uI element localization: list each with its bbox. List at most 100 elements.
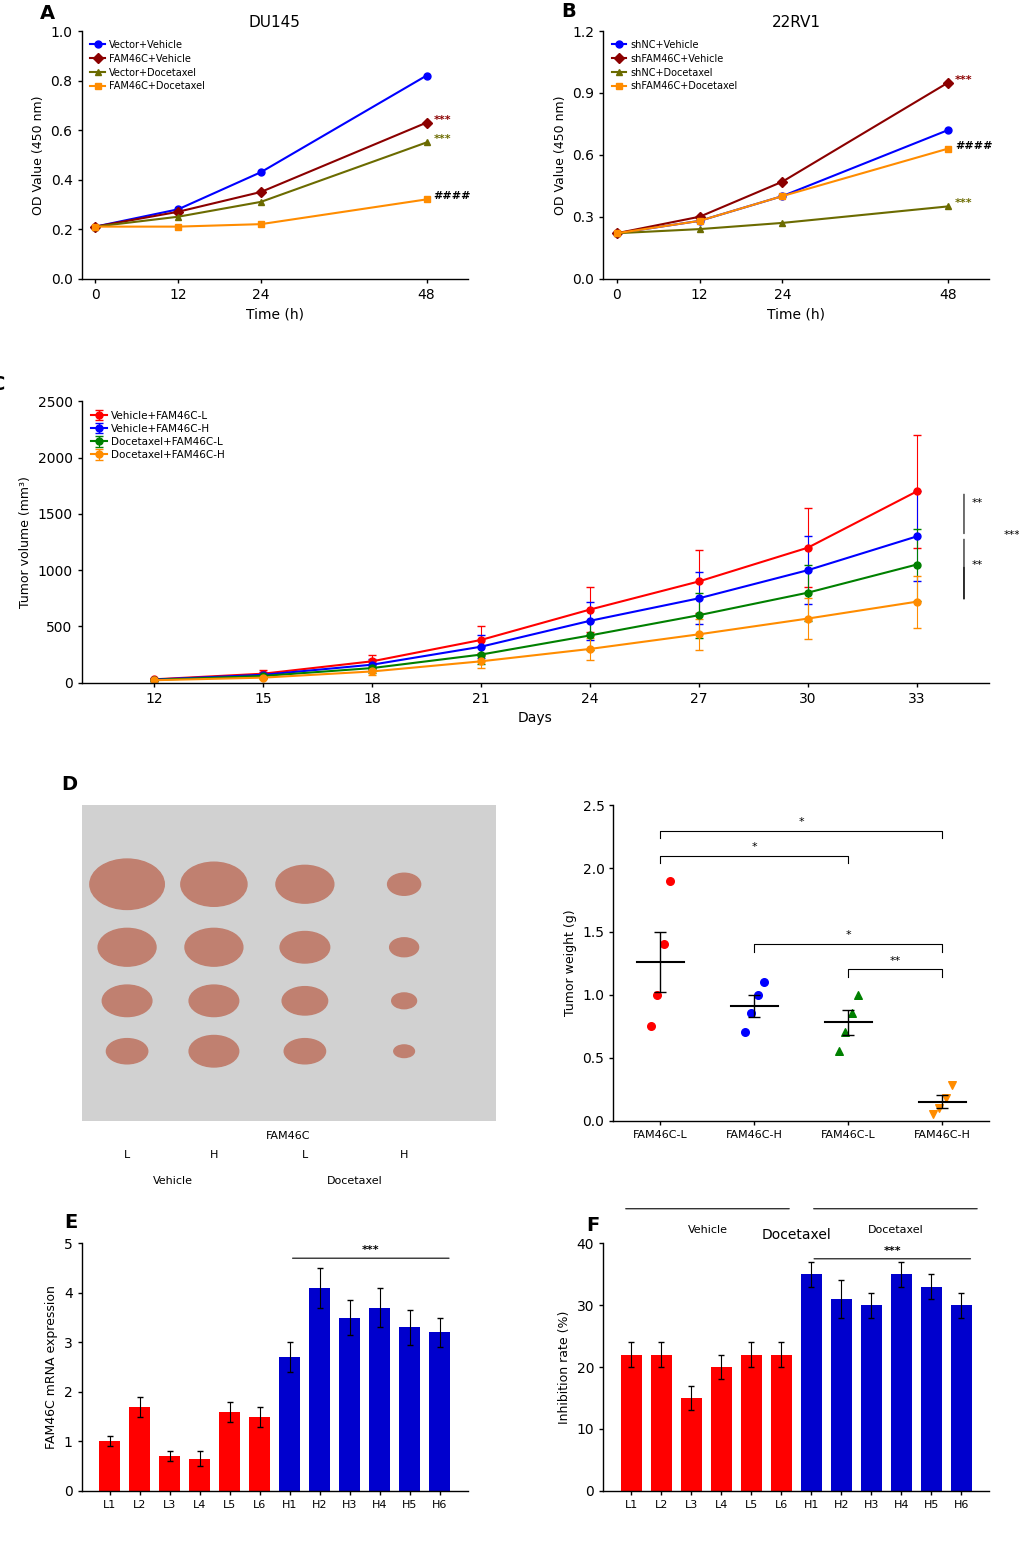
Bar xyxy=(800,1275,821,1491)
Text: *: * xyxy=(751,842,756,853)
Bar xyxy=(99,1441,120,1491)
FAM46C+Vehicle xyxy=(255,183,267,202)
Line: FAM46C+Docetaxel: FAM46C+Docetaxel xyxy=(92,196,430,230)
Point xyxy=(755,969,771,994)
Vector+Docetaxel xyxy=(420,134,432,152)
Line: Vector+Vehicle: Vector+Vehicle xyxy=(92,71,430,230)
Legend: shNC+Vehicle, shFAM46C+Vehicle, shNC+Docetaxel, shFAM46C+Docetaxel: shNC+Vehicle, shFAM46C+Vehicle, shNC+Doc… xyxy=(607,36,741,95)
Bar xyxy=(680,1398,701,1491)
Point xyxy=(655,932,672,957)
Legend: Vehicle+FAM46C-L, Vehicle+FAM46C-H, Docetaxel+FAM46C-L, Docetaxel+FAM46C-H: Vehicle+FAM46C-L, Vehicle+FAM46C-H, Doce… xyxy=(87,407,228,464)
Line: shFAM46C+Vehicle: shFAM46C+Vehicle xyxy=(612,79,951,236)
Line: FAM46C+Vehicle: FAM46C+Vehicle xyxy=(92,120,430,230)
shNC+Vehicle xyxy=(941,121,953,140)
FAM46C+Vehicle xyxy=(90,217,102,236)
Bar xyxy=(279,1357,300,1491)
Line: shNC+Docetaxel: shNC+Docetaxel xyxy=(612,203,951,236)
shFAM46C+Docetaxel xyxy=(610,224,623,242)
Bar xyxy=(860,1305,881,1491)
FAM46C+Vehicle xyxy=(172,202,184,221)
Text: F: F xyxy=(586,1216,599,1235)
FAM46C+Docetaxel xyxy=(90,217,102,236)
Ellipse shape xyxy=(284,1039,325,1064)
Bar xyxy=(219,1412,240,1491)
Point xyxy=(736,1020,752,1045)
Title: DU145: DU145 xyxy=(249,16,301,30)
Bar xyxy=(650,1354,672,1491)
Bar xyxy=(159,1457,180,1491)
Text: **: ** xyxy=(970,559,981,570)
Bar xyxy=(770,1354,791,1491)
Text: ***: *** xyxy=(954,75,971,84)
Y-axis label: Tumor weight (g): Tumor weight (g) xyxy=(564,910,577,1016)
Point xyxy=(930,1095,947,1120)
shNC+Docetaxel xyxy=(693,221,705,239)
Ellipse shape xyxy=(393,1045,414,1058)
Y-axis label: Tumor volume (mm³): Tumor volume (mm³) xyxy=(19,477,32,607)
shNC+Vehicle xyxy=(775,186,788,205)
Ellipse shape xyxy=(282,986,327,1016)
Title: 22RV1: 22RV1 xyxy=(771,16,820,30)
Ellipse shape xyxy=(189,1036,238,1067)
shNC+Docetaxel xyxy=(775,214,788,233)
Point xyxy=(642,1014,658,1039)
Ellipse shape xyxy=(180,862,247,907)
Text: Docetaxel: Docetaxel xyxy=(326,1176,382,1185)
Legend: Vector+Vehicle, FAM46C+Vehicle, Vector+Docetaxel, FAM46C+Docetaxel: Vector+Vehicle, FAM46C+Vehicle, Vector+D… xyxy=(87,36,208,95)
Point xyxy=(849,981,865,1006)
Text: ***: *** xyxy=(954,199,971,208)
Vector+Docetaxel xyxy=(172,208,184,227)
Text: H: H xyxy=(210,1151,218,1160)
Text: L: L xyxy=(302,1151,308,1160)
Bar xyxy=(339,1317,360,1491)
Point xyxy=(743,1002,759,1027)
Bar xyxy=(129,1407,150,1491)
Ellipse shape xyxy=(102,985,152,1017)
Text: FAM46C: FAM46C xyxy=(266,1132,311,1141)
Point xyxy=(936,1086,953,1110)
FAM46C+Docetaxel xyxy=(255,214,267,233)
Bar xyxy=(710,1367,731,1491)
Text: ####: #### xyxy=(954,141,991,151)
Bar xyxy=(620,1354,641,1491)
Y-axis label: OD Value (450 nm): OD Value (450 nm) xyxy=(553,95,566,214)
Text: Docetaxel: Docetaxel xyxy=(867,1224,922,1235)
Text: B: B xyxy=(561,2,576,20)
Text: *: * xyxy=(845,930,851,940)
Text: ####: #### xyxy=(433,191,471,202)
Vector+Docetaxel xyxy=(90,217,102,236)
Line: shFAM46C+Docetaxel: shFAM46C+Docetaxel xyxy=(612,144,951,236)
Text: ***: *** xyxy=(433,135,450,144)
Point xyxy=(648,981,664,1006)
Text: ***: *** xyxy=(882,1246,900,1256)
Text: H: H xyxy=(399,1151,408,1160)
Vector+Vehicle xyxy=(172,200,184,219)
Text: A: A xyxy=(40,3,55,23)
FAM46C+Vehicle xyxy=(420,113,432,132)
Ellipse shape xyxy=(184,929,243,966)
Point xyxy=(837,1020,853,1045)
shNC+Vehicle xyxy=(610,224,623,242)
Text: C: C xyxy=(0,376,5,394)
Ellipse shape xyxy=(389,938,418,957)
Y-axis label: Inhibition rate (%): Inhibition rate (%) xyxy=(557,1311,571,1424)
Bar xyxy=(398,1328,420,1491)
shNC+Docetaxel xyxy=(610,224,623,242)
Bar xyxy=(249,1416,270,1491)
Ellipse shape xyxy=(387,873,420,895)
Ellipse shape xyxy=(391,992,416,1009)
Ellipse shape xyxy=(280,932,329,963)
Title: Docetaxel: Docetaxel xyxy=(760,1228,830,1242)
shFAM46C+Docetaxel xyxy=(775,186,788,205)
Y-axis label: OD Value (450 nm): OD Value (450 nm) xyxy=(32,95,45,214)
Vector+Vehicle xyxy=(255,163,267,182)
Line: Vector+Docetaxel: Vector+Docetaxel xyxy=(92,138,430,230)
Bar xyxy=(429,1332,450,1491)
Text: **: ** xyxy=(970,497,981,508)
Point xyxy=(661,868,678,893)
shFAM46C+Vehicle xyxy=(775,172,788,191)
Point xyxy=(749,981,765,1006)
Point xyxy=(924,1101,941,1126)
FAM46C+Docetaxel xyxy=(172,217,184,236)
Bar xyxy=(309,1287,330,1491)
